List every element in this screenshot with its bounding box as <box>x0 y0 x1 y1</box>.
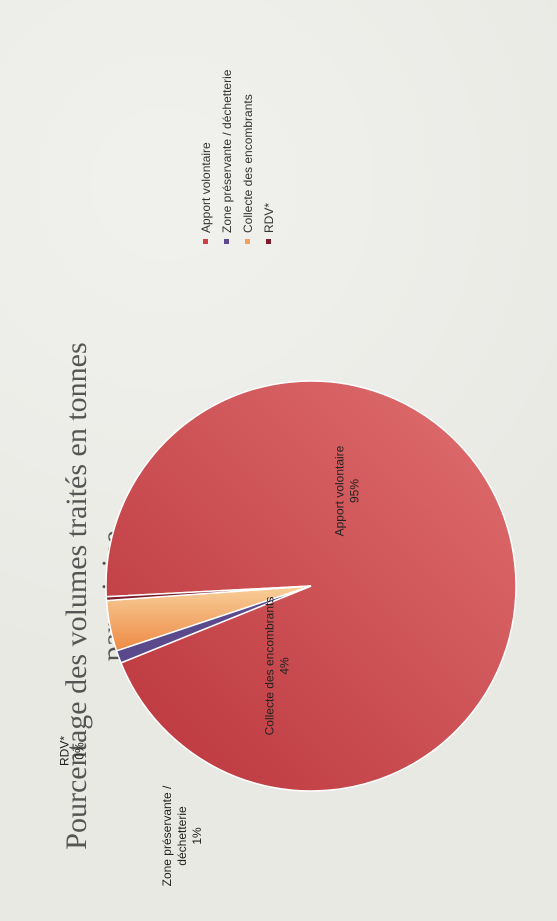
legend-swatch <box>202 238 208 244</box>
chart-legend: Apport volontaire Zone préservante / déc… <box>195 69 279 244</box>
data-label-0: Apport volontaire95% <box>332 445 361 536</box>
data-label-1: Zone préservante /déchetterie1% <box>160 784 204 885</box>
legend-swatch <box>244 238 250 244</box>
pie-data-labels: Apport volontaire95% Zone préservante /dé… <box>57 445 361 886</box>
legend-item-collecte-encombrants: Collecte des encombrants <box>237 69 258 244</box>
legend-swatch <box>223 238 229 244</box>
legend-item-zone-preservante: Zone préservante / déchetterie <box>216 69 237 244</box>
chart-slide: Pourcentage des volumes traités en tonne… <box>19 26 539 896</box>
pie-slice-rdv <box>104 584 311 601</box>
legend-swatch <box>265 238 271 244</box>
legend-label: Zone préservante / déchetterie <box>219 69 233 233</box>
pie-slices <box>104 379 517 792</box>
pie-chart: Apport volontaire95% Zone préservante /dé… <box>57 379 517 886</box>
legend-item-apport-volontaire: Apport volontaire <box>195 69 216 244</box>
data-label-2: Collecte des encombrants4% <box>262 596 291 735</box>
legend-label: Apport volontaire <box>198 141 212 233</box>
legend-label: Collecte des encombrants <box>240 93 254 233</box>
data-label-3: RDV*0% <box>57 735 86 765</box>
legend-item-rdv: RDV* <box>258 69 279 244</box>
legend-label: RDV* <box>261 202 275 233</box>
